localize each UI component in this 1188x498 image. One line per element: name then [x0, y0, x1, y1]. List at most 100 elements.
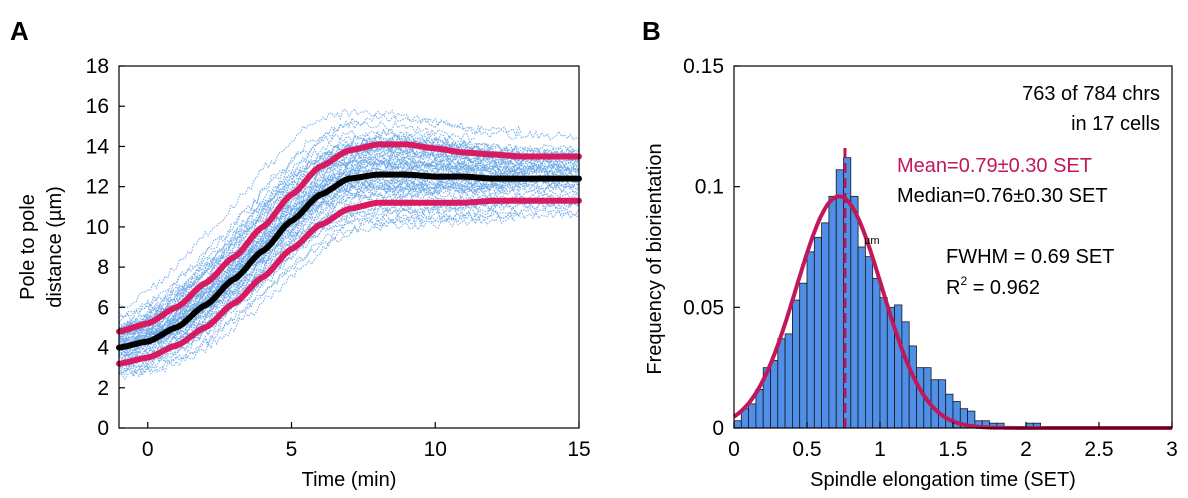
- trace-line: [118, 191, 580, 363]
- trace-line: [118, 177, 528, 353]
- x-tick-label: 3: [1166, 438, 1178, 461]
- histogram-bar: [916, 367, 925, 429]
- histogram-bar: [777, 338, 786, 429]
- x-tick-label: 1.5: [938, 438, 967, 461]
- trace-line: [118, 174, 580, 351]
- trace-line: [118, 135, 580, 331]
- x-tick-label: 1: [874, 438, 886, 461]
- histogram-bar: [792, 299, 801, 429]
- y-tick-label: 6: [97, 296, 109, 319]
- y-tick-label: 0.05: [683, 296, 724, 319]
- trace-line: [118, 141, 525, 331]
- y-tick-label: 0: [712, 417, 724, 440]
- histogram-bar: [828, 195, 837, 429]
- y-tick-label: 2: [97, 377, 109, 400]
- histogram-bar: [938, 379, 947, 429]
- histogram-bar: [865, 256, 874, 429]
- x-tick-label: 2: [1020, 438, 1032, 461]
- histogram-bar: [821, 222, 830, 429]
- annotation-fwhm: FWHM = 0.69 SET: [946, 246, 1114, 268]
- trace-line: [118, 139, 488, 337]
- x-tick-label: 10: [424, 438, 447, 461]
- panel-b-ticks: 0 0.05 0.1 0.15 0 0.5 1 1.5 2 2.5 3: [683, 55, 1178, 461]
- histogram-bar: [879, 297, 888, 429]
- histogram-bar: [806, 251, 815, 429]
- annotation-count-line1: 763 of 784 chrs: [1022, 83, 1160, 105]
- lower-band-line: [116, 197, 582, 367]
- panel-b-x-axis-label: Spindle elongation time (SET): [810, 469, 1076, 491]
- trace-line: [118, 167, 580, 344]
- annotation-mean: Mean=0.79±0.30 SET: [897, 155, 1092, 177]
- y-tick-label: 16: [86, 95, 109, 118]
- annotation-median: Median=0.76±0.30 SET: [897, 185, 1108, 207]
- x-tick-label: 0: [728, 438, 740, 461]
- annotation-small-mark: µm: [864, 235, 880, 247]
- annotation-r2: R2 = 0.962: [946, 274, 1040, 299]
- trace-line: [118, 154, 580, 343]
- trace-line: [118, 156, 580, 339]
- x-tick-label: 2.5: [1084, 438, 1113, 461]
- x-tick-label: 0: [142, 438, 154, 461]
- y-axis-label-line: Pole to pole: [17, 194, 39, 300]
- histogram-bar: [894, 304, 903, 429]
- trace-line: [118, 156, 580, 340]
- trace-line: [118, 134, 580, 326]
- panel-a-lines: [116, 141, 582, 367]
- histogram-bar: [748, 403, 757, 429]
- panel-a-x-axis-label: Time (min): [302, 469, 397, 491]
- histogram-bar: [755, 388, 764, 429]
- trace-line: [118, 202, 580, 370]
- trace-line: [118, 209, 580, 376]
- trace-line: [118, 184, 508, 359]
- y-tick-label: 4: [97, 337, 109, 360]
- x-tick-label: 0.5: [792, 438, 821, 461]
- trace-line: [118, 120, 476, 318]
- trace-line: [118, 128, 456, 330]
- panel-b-y-axis-label: Frequency of biorientation: [644, 143, 666, 374]
- panel-a-chart: 0 2 4 6 8 10 12 14 16 18 0 5 10 15 Time (min) Pole to…: [17, 55, 591, 491]
- y-tick-label: 8: [97, 256, 109, 279]
- y-tick-label: 18: [86, 55, 109, 78]
- y-axis-label-line: distance (µm): [44, 186, 66, 308]
- histogram-bar: [733, 420, 742, 429]
- mean-line: [116, 171, 582, 351]
- annotation-r2-value: = 0.962: [967, 277, 1040, 299]
- histogram-bar: [784, 333, 793, 429]
- histogram-bar: [850, 195, 859, 429]
- trace-line: [118, 169, 580, 346]
- annotation-r2-sup: 2: [960, 274, 967, 288]
- panel-label-b: B: [642, 16, 661, 46]
- histogram-bar: [835, 169, 844, 429]
- y-tick-label: 12: [86, 176, 109, 199]
- panel-a-ticks: 0 2 4 6 8 10 12 14 16 18 0 5 10 15: [86, 55, 591, 461]
- y-tick-label: 10: [86, 216, 109, 239]
- histogram-bar: [908, 345, 917, 429]
- y-tick-label: 0.1: [695, 176, 724, 199]
- trace-line: [118, 166, 528, 348]
- y-tick-label: 0: [97, 417, 109, 440]
- trace-line: [118, 206, 580, 376]
- histogram-bar: [872, 277, 881, 429]
- trace-line: [118, 113, 580, 318]
- x-tick-label: 15: [567, 438, 590, 461]
- y-tick-label: 14: [86, 135, 110, 158]
- trace-line: [118, 213, 516, 381]
- panel-a-frame: [118, 65, 580, 429]
- trace-line: [118, 108, 523, 308]
- panel-label-a: A: [10, 16, 29, 46]
- histogram-bar: [813, 236, 822, 429]
- annotation-r2-prefix: R: [946, 277, 960, 299]
- panel-b-chart: 0 0.05 0.1 0.15 0 0.5 1 1.5 2 2.5 3 Spindle elonga…: [644, 55, 1178, 491]
- y-tick-label: 0.15: [683, 55, 724, 78]
- histogram-bar: [901, 321, 910, 429]
- annotation-count-line2: in 17 cells: [1071, 113, 1160, 135]
- upper-band-line: [116, 141, 582, 335]
- panel-b-histogram-bars: [733, 157, 1042, 429]
- trace-line: [118, 209, 522, 378]
- histogram-bar: [770, 360, 779, 429]
- histogram-bar: [799, 282, 808, 429]
- panel-a-y-axis-label: Pole to pole distance (µm): [17, 186, 66, 308]
- histogram-bar: [857, 246, 866, 429]
- x-tick-label: 5: [286, 438, 298, 461]
